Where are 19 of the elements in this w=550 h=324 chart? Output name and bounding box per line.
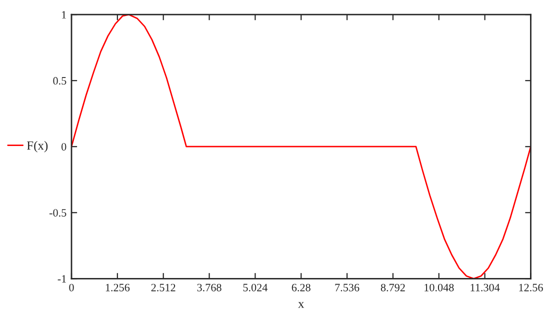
x-tick-label: 6.28	[292, 284, 310, 292]
line-series	[72, 14, 531, 279]
x-tick-label: 2.512	[151, 284, 176, 292]
y-tick-label: 0	[62, 143, 66, 151]
y-tick-label: 1	[62, 11, 66, 18]
y-tick-label: 0.5	[53, 77, 66, 85]
x-tick-label: 5.024	[243, 284, 268, 292]
x-tick-label: 0	[69, 284, 74, 292]
x-tick-label: 8.792	[380, 284, 405, 292]
x-axis-title: x	[298, 302, 304, 308]
x-tick-label: 3.768	[197, 284, 222, 292]
y-tick-label: -1	[58, 275, 66, 282]
legend-label: F(x)	[26, 140, 48, 152]
x-tick-label: 11.304	[470, 284, 500, 292]
x-tick-label: 10.048	[424, 284, 454, 292]
x-tick-label: 12.56	[519, 284, 543, 292]
x-tick-label: 7.536	[335, 284, 360, 292]
y-tick-label: -0.5	[49, 209, 66, 217]
x-tick-label: 1.256	[106, 284, 130, 292]
